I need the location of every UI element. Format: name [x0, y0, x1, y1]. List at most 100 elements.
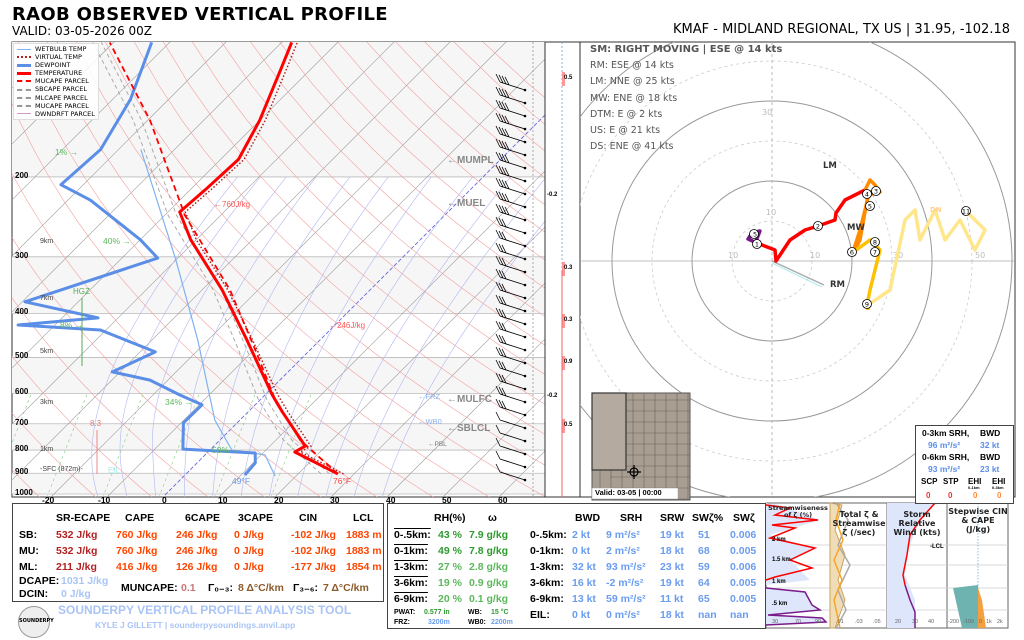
barb-feather — [495, 398, 501, 408]
wind-barb-base — [523, 452, 527, 456]
dry-adiabat — [12, 412, 97, 497]
height-label: 5km — [40, 348, 54, 355]
g36: 7 Δ°C/km — [323, 582, 369, 594]
kinematics-value: nan — [698, 609, 717, 621]
srwind-title: Storm Relative Wind (kts) — [893, 510, 941, 537]
barb-feather — [501, 374, 507, 384]
storm-motion-label: MW — [847, 223, 865, 233]
omega-label: 0.9 — [564, 359, 573, 365]
dry-adiabat — [12, 355, 153, 497]
srh03-label: 0-3km SRH, — [922, 428, 970, 438]
barb-feather — [495, 268, 501, 278]
barb-feather — [501, 140, 507, 150]
dry-adiabat — [221, 42, 545, 346]
eil-annotation: EIL — [108, 466, 121, 475]
srh03-value: 96 m²/s² — [928, 440, 961, 450]
hodo-height-marker — [752, 239, 762, 249]
wind-barb — [499, 250, 526, 260]
mini-tick-label: 30 — [912, 619, 919, 625]
mini-tick-label: .03 — [855, 619, 863, 625]
stepwise-cin-fill — [953, 585, 978, 628]
storm-motion-label: DN — [930, 206, 942, 214]
hodo-marker-label: 8 — [873, 239, 877, 247]
moist-adiabat — [325, 176, 511, 497]
temperature-tick-label: 10 — [218, 495, 228, 505]
barb-feather — [495, 164, 501, 174]
dry-adiabat — [75, 42, 545, 497]
streamwiseness-title: Streamwiseness of ζ (%) — [768, 504, 828, 519]
hodo-height-marker — [862, 189, 872, 199]
omega-label: 0.5 — [564, 422, 573, 428]
height-label: 1km — [40, 446, 54, 453]
barb-feather — [498, 178, 504, 188]
barb-feather — [495, 255, 501, 265]
mini-height-label: 1.5 km — [772, 557, 791, 563]
barb-feather — [495, 73, 501, 83]
wind-barb — [499, 458, 526, 468]
barb-feather — [501, 166, 507, 176]
moisture-row-label: 0-1km: — [394, 545, 428, 557]
thermo-value: 1854 m — [346, 561, 382, 573]
wind-barb-base — [523, 153, 527, 157]
barb-feather — [498, 373, 504, 383]
mini-tick-label: 1k — [986, 619, 992, 625]
wind-barb-base — [523, 179, 527, 183]
barb-feather — [501, 179, 507, 189]
index-value: 0 — [926, 491, 931, 500]
mini-tick-label: 40 — [928, 619, 935, 625]
stepwise-title: Stepwise CIN & CAPE (J/kg) — [948, 507, 1008, 534]
wind-barb-base — [523, 257, 527, 261]
kinematics-value: 0.005 — [730, 545, 757, 557]
wind-barb-base — [523, 283, 527, 287]
wind-barb — [499, 328, 526, 338]
thermo-value: 532 J/kg — [56, 545, 98, 557]
wind-barb — [499, 133, 526, 143]
mini-plots — [765, 502, 1009, 629]
barb-feather — [501, 296, 507, 306]
wind-barb-base — [523, 88, 527, 92]
thermo-value: -102 J/kg — [291, 529, 336, 541]
mumpl-annotation: ←MUMPL — [447, 155, 494, 166]
barb-feather — [498, 282, 504, 292]
dry-adiabat — [279, 42, 545, 289]
state-border — [591, 392, 627, 471]
dry-adiabat — [17, 42, 434, 497]
legend-swatch — [17, 113, 31, 115]
barb-feather — [498, 126, 504, 136]
wind-barb — [499, 380, 526, 390]
ring-label: 30 — [762, 108, 772, 117]
mixing-ratio-line — [214, 393, 256, 497]
wind-barb — [499, 159, 526, 169]
mini-tick-label: .05 — [873, 619, 881, 625]
wind-barbs — [495, 73, 527, 482]
barb-feather — [498, 243, 504, 253]
moisture-header: RH(%) — [434, 512, 466, 524]
rh-value: 27 % — [438, 561, 462, 573]
temperature-tick-label: 30 — [330, 495, 340, 505]
wind-barb-base — [523, 335, 527, 339]
storm-motion-line: LM: NNE @ 25 kts — [590, 76, 675, 88]
legend-item: DEWPOINT — [17, 61, 95, 69]
storm-motion-label: RM — [830, 280, 845, 290]
barb-feather — [501, 335, 507, 345]
hodo-marker-label: 6 — [850, 249, 854, 257]
muncape: 0.1 — [181, 582, 196, 594]
kinematics-value: 23 kt — [660, 561, 684, 573]
barb-feather — [498, 334, 504, 344]
hodo-height-marker — [870, 237, 880, 247]
kinematics-header: SRH — [620, 512, 643, 524]
kinematics-value: 0.006 — [730, 529, 757, 541]
mini-height-label: .5 km — [772, 601, 788, 607]
pressure-tick-label: 200 — [15, 170, 29, 180]
kinematics-row-label: 0-1km: — [530, 545, 564, 557]
rh-value: 43 % — [438, 529, 462, 541]
thermo-table: SR-ECAPE CAPE 6CAPE 3CAPE CIN LCL SB: 532 J/kg 7… — [12, 503, 384, 602]
barb-feather — [504, 128, 510, 138]
hodo-height-marker — [813, 221, 823, 231]
barb-feather — [501, 127, 507, 137]
srh06-value: 93 m²/s² — [928, 464, 961, 474]
dry-adiabat — [250, 42, 545, 317]
kinematics-value: 0.005 — [730, 577, 757, 589]
mini-tick-label: -200 — [948, 619, 960, 625]
